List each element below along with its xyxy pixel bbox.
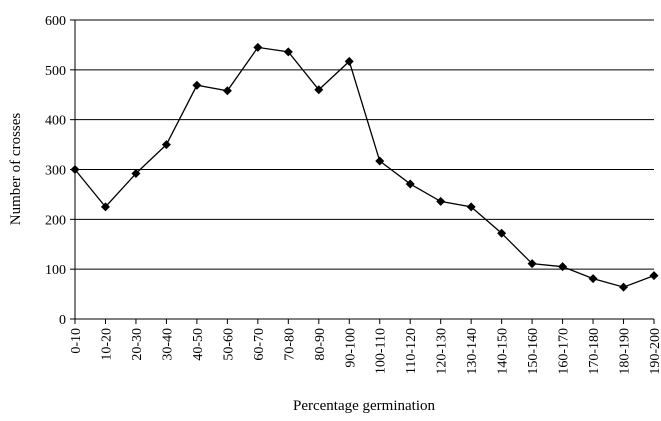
data-point [405, 179, 415, 189]
x-tick-label: 150-160 [526, 328, 541, 375]
data-point [100, 202, 110, 212]
data-point [466, 202, 476, 212]
x-tick-label: 40-50 [191, 328, 206, 361]
x-tick-label: 20-30 [130, 328, 145, 361]
data-point [497, 228, 507, 238]
y-tick-label: 0 [59, 313, 66, 328]
x-tick-label: 10-20 [99, 328, 114, 361]
y-tick-label: 100 [45, 263, 66, 278]
data-point [192, 80, 202, 90]
x-tick-label: 100-110 [374, 328, 389, 374]
y-tick-label: 400 [45, 114, 66, 129]
x-tick-label: 120-130 [435, 328, 450, 375]
series-line-path [74, 46, 655, 288]
data-point [283, 47, 293, 57]
data-point [314, 85, 324, 95]
data-point [344, 56, 354, 66]
data-point [527, 259, 537, 269]
data-point [70, 165, 80, 174]
x-tick-label: 110-120 [404, 328, 419, 374]
x-tick-label: 30-40 [160, 328, 175, 361]
y-axis-label: Number of crosses [8, 113, 24, 226]
x-tick-label: 170-180 [587, 328, 602, 375]
x-tick-label: 80-90 [313, 328, 328, 361]
data-point [558, 262, 568, 272]
y-tick-label: 600 [45, 14, 66, 29]
x-tick-label: 130-140 [465, 328, 480, 375]
x-tick-label: 180-190 [618, 328, 633, 375]
data-point [375, 156, 385, 166]
y-tick-labels: 0 100 200 300 400 500 600 [45, 14, 66, 328]
x-tick-label: 140-150 [496, 328, 511, 375]
axes [70, 19, 655, 324]
data-point [619, 282, 629, 292]
data-markers [70, 42, 659, 292]
data-point [436, 196, 446, 206]
data-point [649, 271, 659, 281]
x-axis-label: Percentage germination [293, 398, 436, 414]
gridlines [75, 19, 654, 270]
y-tick-label: 200 [45, 213, 66, 228]
x-tick-label: 190-200 [648, 328, 661, 375]
data-point [222, 86, 232, 96]
y-tick-label: 500 [45, 64, 66, 79]
x-tick-label: 60-70 [252, 328, 267, 361]
x-tick-label: 160-170 [557, 328, 572, 375]
x-tick-labels: 0-10 10-20 20-30 30-40 40-50 50-60 60-70 70-80 8… [69, 328, 661, 375]
series-line [74, 46, 655, 288]
data-point [161, 140, 171, 150]
x-tick-label: 90-100 [343, 328, 358, 368]
x-tick-label: 0-10 [69, 328, 84, 354]
data-point [588, 274, 598, 284]
y-tick-label: 300 [45, 164, 66, 179]
data-point [253, 42, 263, 52]
x-tick-label: 70-80 [282, 328, 297, 361]
x-tick-label: 50-60 [221, 328, 236, 361]
data-point [131, 168, 141, 178]
